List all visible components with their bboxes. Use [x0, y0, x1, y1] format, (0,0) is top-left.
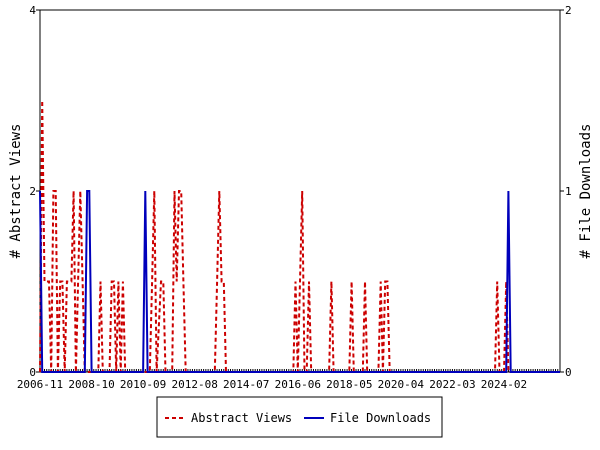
y-axis-left-title: # Abstract Views [8, 124, 24, 259]
y-axis-left: 0 2 4 [29, 4, 40, 379]
plot-area [39, 9, 561, 373]
legend: Abstract Views File Downloads [156, 396, 443, 438]
y-right-tick-label: 0 [565, 366, 572, 379]
y-right-tick-label: 1 [565, 185, 572, 198]
legend-box [156, 396, 443, 438]
x-tick-label: 2022-03 [429, 378, 475, 391]
y-right-tick-label: 2 [565, 4, 572, 17]
x-tick-label: 2016-06 [275, 378, 321, 391]
y-left-tick-label: 4 [29, 4, 36, 17]
series-line-abstract-views [39, 100, 560, 373]
y-axis-right: 0 1 2 [560, 4, 572, 379]
x-tick-label: 2014-07 [223, 378, 269, 391]
x-tick-label: 2024-02 [481, 378, 527, 391]
x-tick-label: 2018-05 [326, 378, 372, 391]
x-tick-label: 2020-04 [378, 378, 425, 391]
series-layer [39, 100, 560, 373]
x-tick-label: 2010-09 [120, 378, 166, 391]
x-axis: 2006-11 2008-10 2010-09 2012-08 2014-07 2016-… [17, 369, 561, 391]
x-tick-label: 2012-08 [171, 378, 217, 391]
x-tick-label: 2008-10 [68, 378, 114, 391]
y-left-tick-label: 2 [29, 185, 36, 198]
series-line-file-downloads [39, 190, 560, 373]
y-axis-right-title: # File Downloads [578, 124, 594, 259]
legend-label-abstract-views: Abstract Views [191, 411, 292, 425]
y-left-tick-label: 0 [29, 366, 36, 379]
legend-label-file-downloads: File Downloads [330, 411, 431, 425]
x-tick-label: 2006-11 [17, 378, 63, 391]
